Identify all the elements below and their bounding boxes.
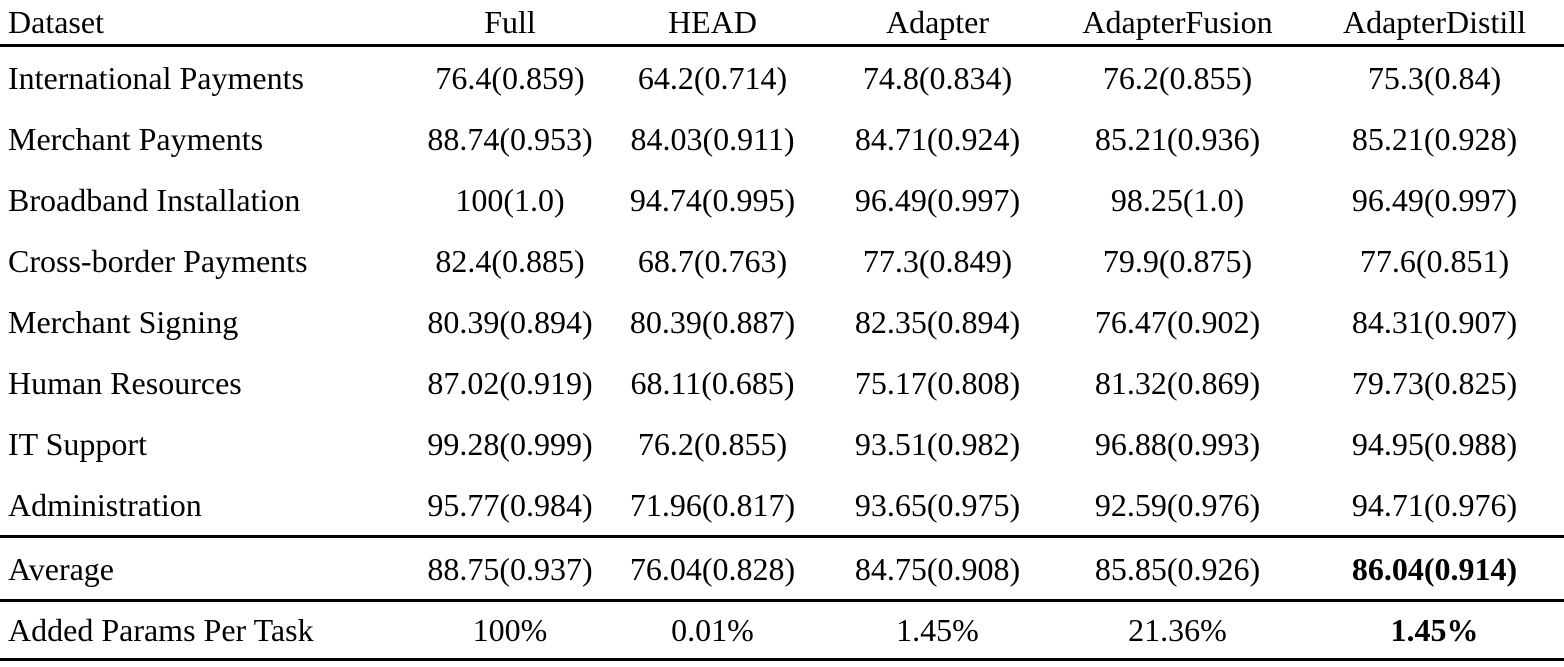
value-cell: 75.17(0.808) [854,364,1021,401]
value-cell: 85.21(0.928) [1351,120,1518,157]
dataset-cell: Merchant Signing [8,303,239,340]
dataset-cell: International Payments [8,59,304,96]
value-cell-best: 1.45% [1305,599,1564,661]
value-cell: 21.36% [1050,599,1305,661]
summary-rows: Average 88.75(0.937) 76.04(0.828) 84.75(… [0,535,1564,661]
value-cell: 77.3(0.849) [862,242,1013,279]
value-cell: 76.2(0.855) [637,425,788,462]
value-cell: 84.03(0.911) [630,120,795,157]
value-cell: 100(1.0) [455,181,565,218]
column-header-head: HEAD [600,0,825,47]
table-header: Dataset Full HEAD Adapter AdapterFusion … [0,0,1564,47]
table-body: International Payments 76.4(0.859) 64.2(… [0,46,1564,537]
dataset-cell: Cross-border Payments [8,242,308,279]
dataset-cell: Added Params Per Task [0,599,420,661]
value-cell: 84.71(0.924) [854,120,1021,157]
value-cell: 82.4(0.885) [435,242,585,279]
value-cell: 81.32(0.869) [1094,364,1261,401]
value-cell: 84.75(0.908) [825,535,1050,601]
table-row: Merchant Signing 80.39(0.894) 80.39(0.88… [0,291,1564,352]
value-cell: 76.2(0.855) [1102,59,1253,96]
table-row: Broadband Installation 100(1.0) 94.74(0.… [0,169,1564,230]
table-row: IT Support 99.28(0.999) 76.2(0.855) 93.5… [0,413,1564,474]
value-cell: 96.49(0.997) [1351,181,1518,218]
value-cell: 96.88(0.993) [1094,425,1261,462]
value-cell: 82.35(0.894) [854,303,1021,340]
value-cell: 80.39(0.894) [427,303,593,340]
dataset-cell: Merchant Payments [8,120,264,157]
dataset-cell: Broadband Installation [8,181,301,218]
value-cell: 98.25(1.0) [1110,181,1245,218]
value-cell: 85.21(0.936) [1094,120,1261,157]
table-row: Merchant Payments 88.74(0.953) 84.03(0.9… [0,108,1564,169]
dataset-cell: Human Resources [8,364,242,401]
header-row: Dataset Full HEAD Adapter AdapterFusion … [0,0,1564,47]
value-cell: 92.59(0.976) [1094,486,1261,523]
value-cell: 88.74(0.953) [427,120,593,157]
value-cell: 79.9(0.875) [1102,242,1253,279]
value-cell: 80.39(0.887) [629,303,796,340]
dataset-cell: Average [0,535,420,601]
column-header-adapterfusion: AdapterFusion [1050,0,1305,47]
average-row: Average 88.75(0.937) 76.04(0.828) 84.75(… [0,535,1564,601]
value-cell: 100% [420,599,600,661]
value-cell: 0.01% [600,599,825,661]
added-params-row: Added Params Per Task 100% 0.01% 1.45% 2… [0,599,1564,661]
table-row: Human Resources 87.02(0.919) 68.11(0.685… [0,352,1564,413]
value-cell: 85.85(0.926) [1050,535,1305,601]
value-cell-best: 86.04(0.914) [1305,535,1564,601]
value-cell: 79.73(0.825) [1351,364,1518,401]
column-header-adapter: Adapter [825,0,1050,47]
value-cell: 76.04(0.828) [600,535,825,601]
value-cell: 94.74(0.995) [629,181,796,218]
value-cell: 76.47(0.902) [1094,303,1261,340]
value-cell: 94.95(0.988) [1351,425,1518,462]
value-cell: 93.65(0.975) [854,486,1021,523]
value-cell: 93.51(0.982) [854,425,1021,462]
dataset-cell: IT Support [8,425,147,462]
value-cell: 99.28(0.999) [427,425,593,462]
column-header-dataset: Dataset [0,0,420,47]
value-cell: 1.45% [825,599,1050,661]
table-row: International Payments 76.4(0.859) 64.2(… [0,46,1564,109]
value-cell: 75.3(0.84) [1367,59,1502,96]
column-header-full: Full [420,0,600,47]
value-cell: 94.71(0.976) [1351,486,1518,523]
table-row: Administration 95.77(0.984) 71.96(0.817)… [0,474,1564,537]
value-cell: 96.49(0.997) [854,181,1021,218]
value-cell: 74.8(0.834) [862,59,1013,96]
dataset-cell: Administration [8,486,202,523]
value-cell: 68.7(0.763) [637,242,788,279]
value-cell: 71.96(0.817) [629,486,796,523]
table-row: Cross-border Payments 82.4(0.885) 68.7(0… [0,230,1564,291]
value-cell: 64.2(0.714) [637,59,788,96]
value-cell: 95.77(0.984) [427,486,593,523]
value-cell: 88.75(0.937) [420,535,600,601]
value-cell: 84.31(0.907) [1351,303,1518,340]
column-header-adapterdistill: AdapterDistill [1305,0,1564,47]
value-cell: 77.6(0.851) [1359,242,1510,279]
value-cell: 87.02(0.919) [427,364,593,401]
value-cell: 68.11(0.685) [630,364,795,401]
value-cell: 76.4(0.859) [435,59,585,96]
